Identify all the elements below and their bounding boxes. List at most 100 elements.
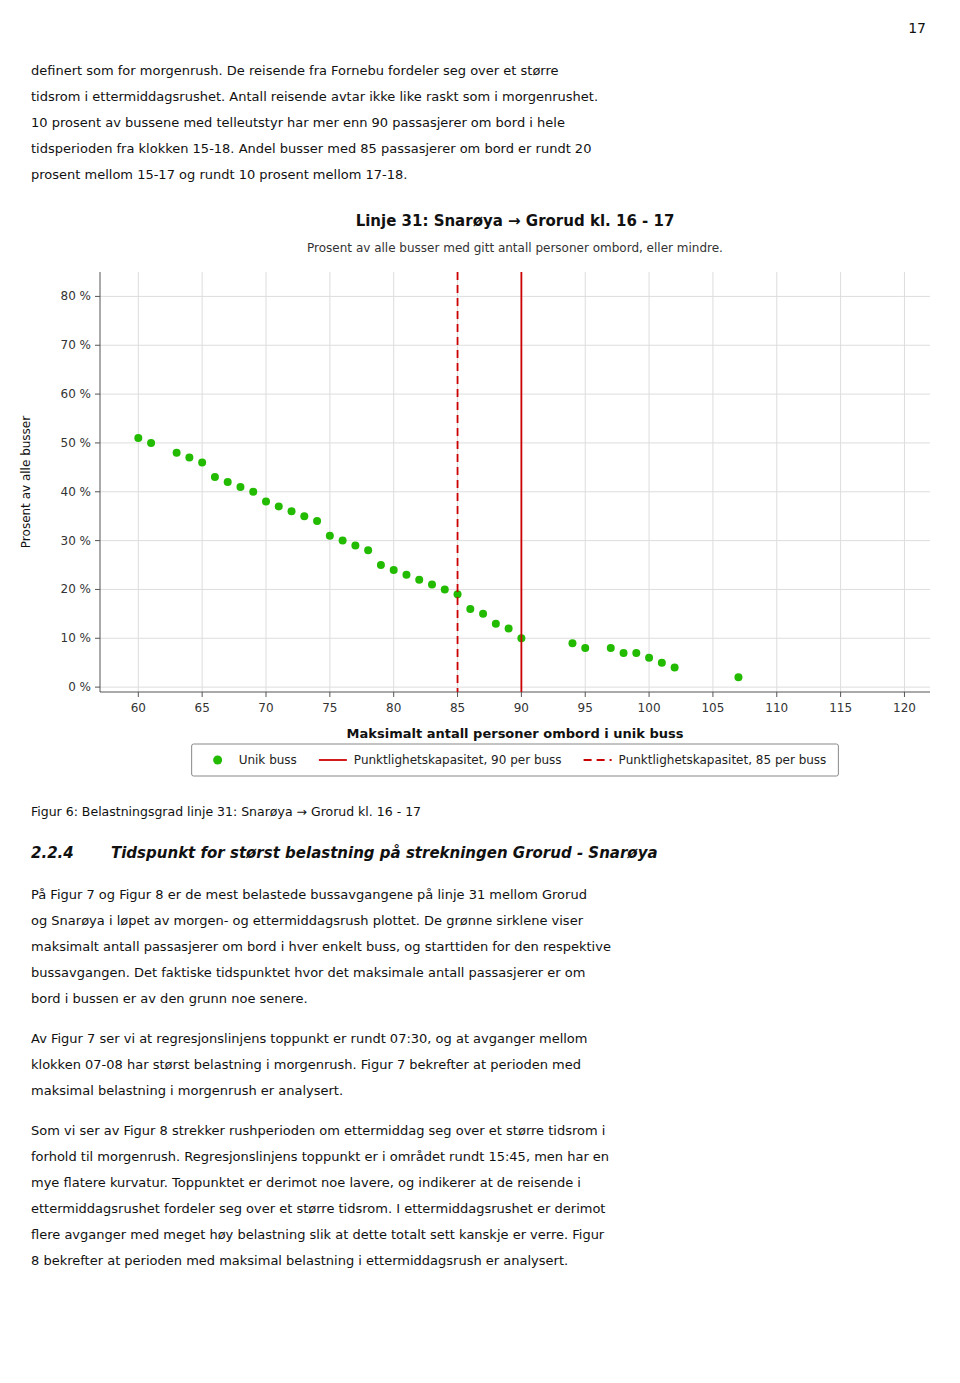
tick-label: 100	[638, 701, 661, 715]
legend-marker	[213, 756, 222, 765]
tick-mark	[266, 692, 267, 697]
point	[466, 605, 474, 613]
point	[402, 571, 410, 579]
point	[339, 537, 347, 545]
grid-line	[393, 272, 394, 692]
point	[734, 673, 742, 681]
point	[313, 517, 321, 525]
point	[134, 434, 142, 442]
tick-label: 120	[893, 701, 916, 715]
subtitle: Prosent av alle busser med gitt antall p…	[307, 241, 723, 255]
grid-line	[585, 272, 586, 692]
section-number: 2.2.4	[31, 844, 111, 862]
tick-label: 40 %	[61, 485, 92, 499]
grid-line	[100, 638, 930, 639]
legend-frame	[192, 744, 839, 776]
text-line: På Figur 7 og Figur 8 er de mest belaste…	[31, 882, 941, 908]
tick-label: 75	[322, 701, 337, 715]
grid-line	[776, 272, 777, 692]
chart: Linje 31: Snarøya → Grorud kl. 16 - 17 Pr…	[0, 200, 960, 790]
grid-line	[100, 442, 930, 443]
point	[351, 541, 359, 549]
tick-label: 60 %	[61, 387, 92, 401]
tick-label: 70 %	[61, 338, 92, 352]
grid-line	[266, 272, 267, 692]
grid-line	[100, 296, 930, 297]
tick-mark	[457, 692, 458, 697]
tick-mark	[95, 687, 100, 688]
text-line: tidsrom i ettermiddagsrushet. Antall rei…	[31, 84, 941, 110]
text-line: maksimal belastning i morgenrush er anal…	[31, 1078, 941, 1104]
grid-line	[904, 272, 905, 692]
point	[288, 507, 296, 515]
tick-mark	[95, 442, 100, 443]
point	[300, 512, 308, 520]
section-heading: 2.2.4Tidspunkt for størst belastning på …	[31, 844, 658, 862]
tick-mark	[95, 540, 100, 541]
title: Linje 31: Snarøya → Grorud kl. 16 - 17	[356, 212, 675, 230]
point	[275, 502, 283, 510]
grid-line	[457, 272, 458, 692]
tick-mark	[393, 692, 394, 697]
tick-label: 20 %	[61, 582, 92, 596]
grid-line	[712, 272, 713, 692]
text-line: 8 bekrefter at perioden med maksimal bel…	[31, 1248, 941, 1274]
tick-label: 95	[578, 701, 593, 715]
point	[147, 439, 155, 447]
legend-swatch	[319, 760, 347, 761]
legend: Unik bussPunktlighetskapasitet, 90 per b…	[192, 744, 839, 776]
point	[505, 625, 513, 633]
point	[377, 561, 385, 569]
point	[632, 649, 640, 657]
text-line: ettermiddagsrushet fordeler seg over et …	[31, 1196, 941, 1222]
tick-mark	[521, 692, 522, 697]
text-line: maksimalt antall passasjerer om bord i h…	[31, 934, 941, 960]
grid	[100, 272, 930, 692]
x-axis-label: Maksimalt antall personer ombord i unik …	[347, 726, 684, 741]
grid-line	[329, 272, 330, 692]
text-line: 10 prosent av bussene med telleutstyr ha…	[31, 110, 941, 136]
tick-mark	[904, 692, 905, 697]
plot-area	[134, 272, 742, 692]
tick-label: 50 %	[61, 436, 92, 450]
page: 17definert som for morgenrush. De reisen…	[0, 0, 960, 1383]
point	[428, 581, 436, 589]
x-axis-line	[100, 692, 930, 693]
text-line: prosent mellom 15-17 og rundt 10 prosent…	[31, 162, 941, 188]
tick-mark	[95, 345, 100, 346]
top-text: definert som for morgenrush. De reisende…	[31, 58, 941, 188]
tick-label: 80 %	[61, 289, 92, 303]
tick-mark	[95, 638, 100, 639]
body-text: På Figur 7 og Figur 8 er de mest belaste…	[31, 882, 941, 1288]
grid-line	[649, 272, 650, 692]
text-line: klokken 07-08 har størst belastning i mo…	[31, 1052, 941, 1078]
tick-mark	[776, 692, 777, 697]
point	[620, 649, 628, 657]
point	[607, 644, 615, 652]
grid-line	[138, 272, 139, 692]
point	[211, 473, 219, 481]
point	[390, 566, 398, 574]
text-line: definert som for morgenrush. De reisende…	[31, 58, 941, 84]
y-axis-line	[100, 272, 101, 692]
tick-label: 10 %	[61, 631, 92, 645]
ticks: 0 %10 %20 %30 %40 %50 %60 %70 %80 %60657…	[61, 289, 916, 715]
text-line: forhold til morgenrush. Regresjonslinjen…	[31, 1144, 941, 1170]
grid-line	[100, 491, 930, 492]
point	[224, 478, 232, 486]
legend-line	[319, 759, 347, 761]
point	[568, 639, 576, 647]
text-line: mye flatere kurvatur. Toppunktet er deri…	[31, 1170, 941, 1196]
text-line: flere avganger med meget høy belastning …	[31, 1222, 941, 1248]
point	[479, 610, 487, 618]
point	[364, 546, 372, 554]
tick-label: 60	[131, 701, 146, 715]
tick-mark	[95, 296, 100, 297]
tick-label: 115	[829, 701, 852, 715]
point	[671, 664, 679, 672]
tick-mark	[95, 394, 100, 395]
tick-label: 0 %	[68, 680, 91, 694]
text-line: Av Figur 7 ser vi at regresjonslinjens t…	[31, 1026, 941, 1052]
text-line: og Snarøya i løpet av morgen- og ettermi…	[31, 908, 941, 934]
point	[645, 654, 653, 662]
